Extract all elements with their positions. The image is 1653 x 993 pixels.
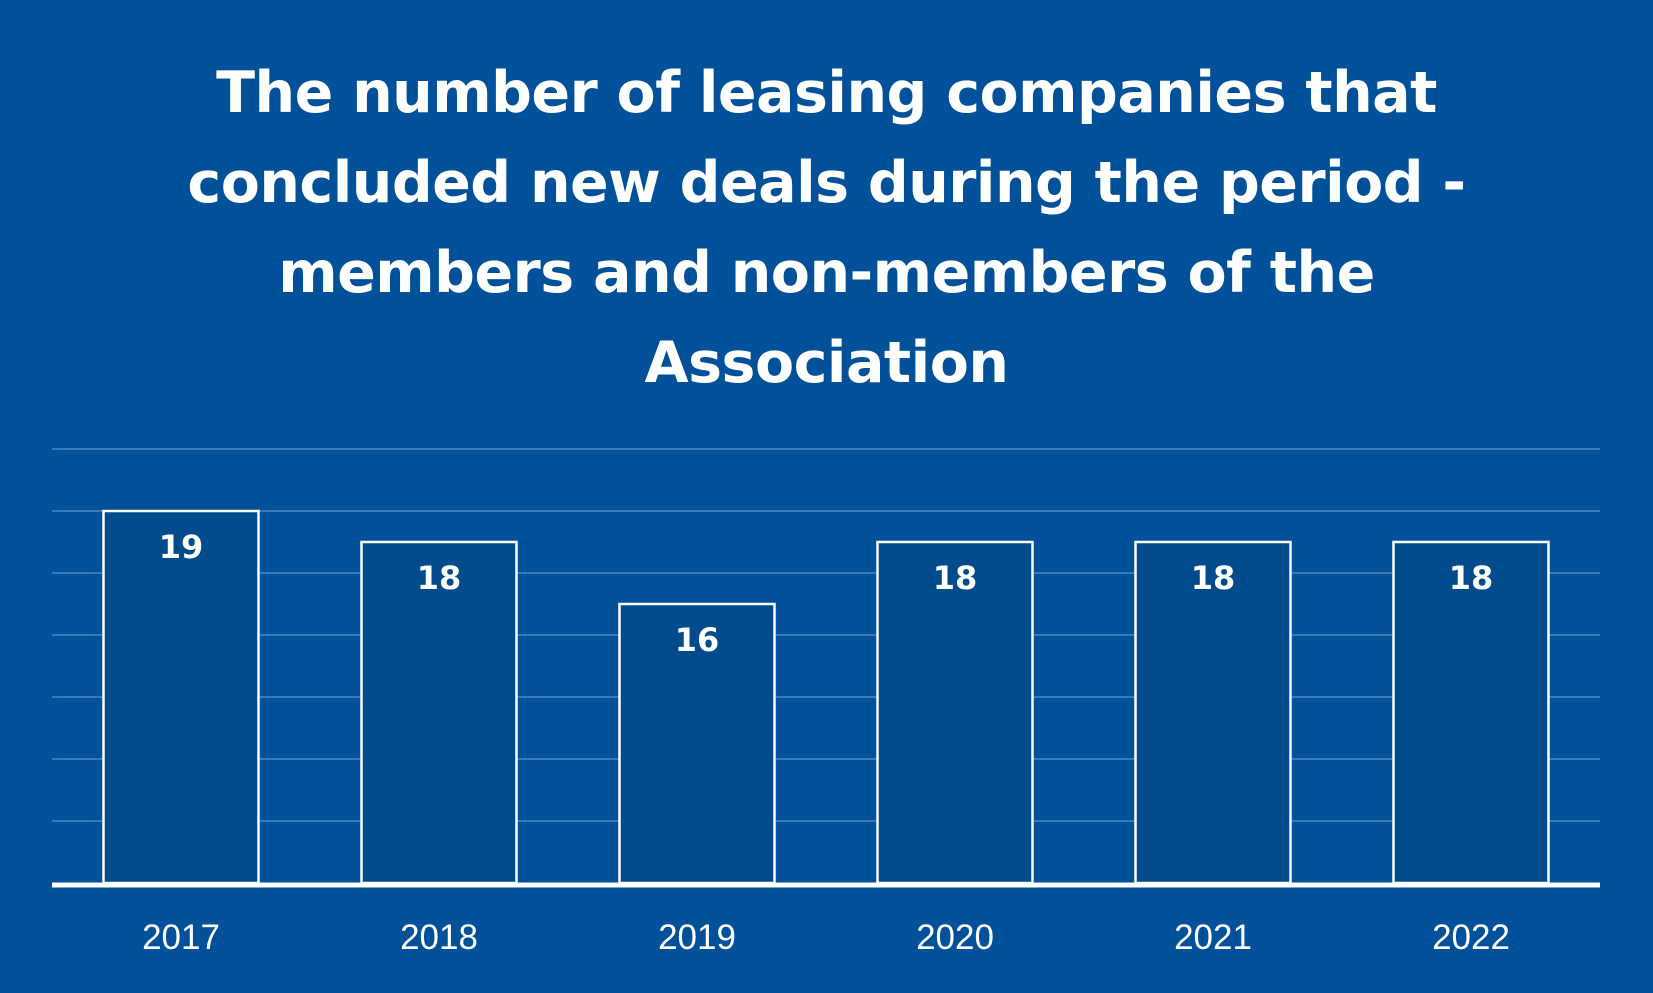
data-labels: 19 18 16 18 18 18 [159, 528, 1494, 659]
bar-2020 [876, 540, 1034, 885]
data-label-2018: 18 [417, 559, 462, 597]
x-tick-label-2019: 2019 [658, 918, 736, 957]
chart-title: The number of leasing companies that con… [187, 60, 1466, 396]
x-tick-label-2018: 2018 [400, 918, 478, 957]
data-label-2020: 18 [933, 559, 978, 597]
x-tick-label-2022: 2022 [1432, 918, 1510, 957]
x-tick-label-2017: 2017 [142, 918, 220, 957]
data-label-2022: 18 [1449, 559, 1494, 597]
bar-2021 [1134, 540, 1292, 885]
bar-2018 [360, 540, 518, 885]
bar-2017 [102, 509, 260, 885]
x-tick-label-2021: 2021 [1174, 918, 1252, 957]
bars [102, 509, 1550, 885]
x-tick-label-2020: 2020 [916, 918, 994, 957]
gridlines [52, 448, 1600, 822]
data-label-2021: 18 [1191, 559, 1236, 597]
data-label-2019: 16 [675, 621, 720, 659]
bar-2019 [618, 602, 776, 885]
x-tick-labels: 2017 2018 2019 2020 2021 2022 [142, 918, 1510, 957]
data-label-2017: 19 [159, 528, 204, 566]
